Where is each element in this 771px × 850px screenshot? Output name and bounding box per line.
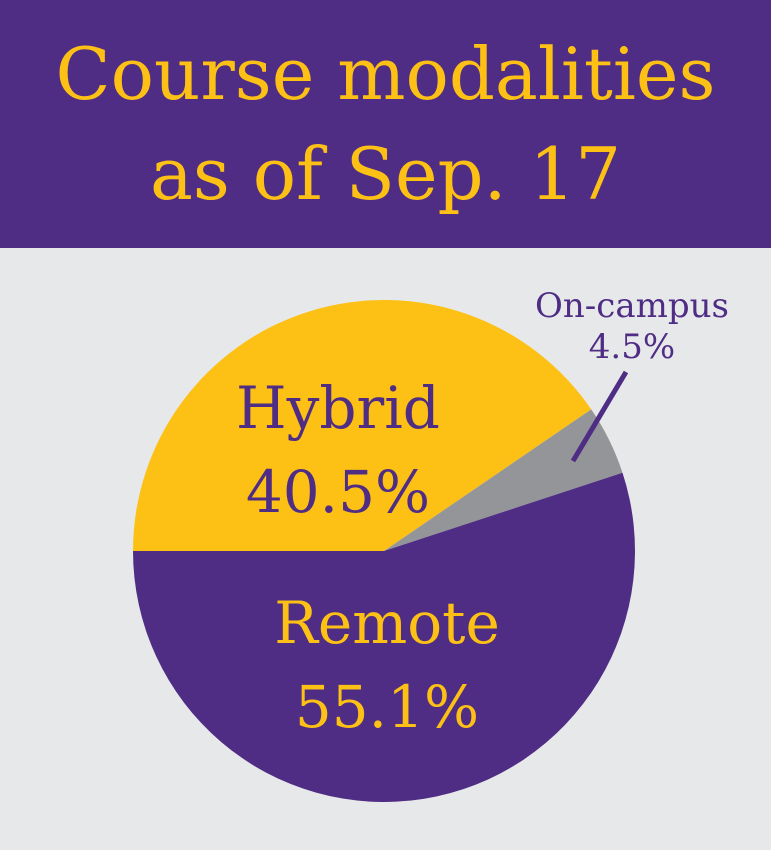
slice-value-on-campus: 4.5% (589, 327, 675, 367)
chart-title-line-1: Course modalities (55, 32, 716, 116)
slice-label-remote: Remote (274, 589, 500, 657)
slice-value-hybrid: 40.5% (246, 458, 430, 526)
chart-title-line-2: as of Sep. 17 (149, 132, 622, 216)
on-campus-leader-line (570, 370, 629, 463)
pie-slice-hybrid (133, 299, 592, 551)
title-banner: Course modalities as of Sep. 17 (0, 0, 771, 248)
slice-label-on-campus: On-campus (535, 286, 729, 326)
slice-label-hybrid: Hybrid (236, 374, 440, 442)
slice-value-remote: 55.1% (295, 673, 479, 741)
pie-slices (133, 299, 635, 803)
pie-slice-remote (133, 472, 635, 803)
pie-slice-on-campus (384, 409, 623, 551)
